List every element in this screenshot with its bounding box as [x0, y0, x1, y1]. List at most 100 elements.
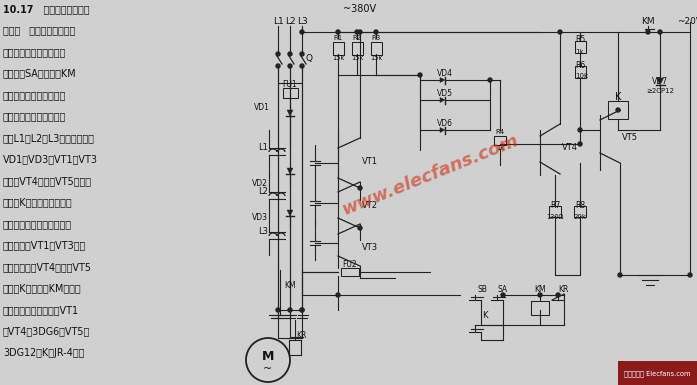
Text: 20k: 20k: [574, 214, 586, 220]
Text: 一只截止，使VT4饱合，VT5: 一只截止，使VT4饱合，VT5: [3, 262, 92, 272]
Polygon shape: [440, 77, 445, 82]
Bar: [282, 88, 298, 98]
Circle shape: [556, 293, 560, 297]
Circle shape: [288, 52, 292, 56]
Circle shape: [336, 293, 340, 297]
Polygon shape: [440, 127, 445, 132]
Text: 1k: 1k: [576, 49, 584, 55]
Circle shape: [300, 30, 304, 34]
Bar: [494, 136, 506, 144]
Circle shape: [358, 186, 362, 190]
Circle shape: [688, 273, 692, 277]
Circle shape: [558, 30, 562, 34]
Circle shape: [276, 52, 280, 56]
Text: L1: L1: [273, 17, 284, 27]
Text: VD6: VD6: [437, 119, 453, 129]
Text: VT1: VT1: [362, 157, 378, 166]
Text: 作。当电动机三相均有电: 作。当电动机三相均有电: [3, 112, 66, 122]
Text: 时，L1、L2、L3的感应电压经: 时，L1、L2、L3的感应电压经: [3, 133, 95, 143]
Text: 15k: 15k: [332, 55, 344, 61]
Text: K: K: [482, 310, 488, 320]
Text: 10.17   电动机断相自动保: 10.17 电动机断相自动保: [3, 4, 89, 14]
Text: 15k: 15k: [370, 55, 382, 61]
Circle shape: [358, 30, 362, 34]
Text: KM: KM: [284, 281, 296, 290]
Text: L2: L2: [284, 17, 296, 27]
Circle shape: [300, 308, 304, 312]
Text: VD4: VD4: [437, 70, 453, 79]
Text: M: M: [262, 350, 274, 363]
Text: 感器测量三相电流是否平: 感器测量三相电流是否平: [3, 47, 66, 57]
Circle shape: [300, 308, 304, 312]
Circle shape: [501, 293, 505, 297]
Text: SA: SA: [498, 286, 508, 295]
Text: ≥2CP12: ≥2CP12: [646, 88, 674, 94]
Bar: [351, 42, 362, 55]
Text: VD7: VD7: [652, 77, 668, 87]
Text: VT3: VT3: [362, 243, 378, 253]
Polygon shape: [287, 110, 293, 116]
Polygon shape: [287, 210, 293, 216]
Text: R7: R7: [550, 201, 560, 209]
Bar: [618, 361, 697, 385]
Text: www.elecfans.com: www.elecfans.com: [339, 131, 521, 219]
Text: VD5: VD5: [437, 89, 453, 99]
Text: 合，电动机正常运行。当断: 合，电动机正常运行。当断: [3, 219, 72, 229]
Text: VD1: VD1: [254, 102, 270, 112]
Circle shape: [618, 273, 622, 277]
Text: VT2: VT2: [362, 201, 378, 209]
Text: VT4: VT4: [562, 144, 578, 152]
Circle shape: [300, 64, 304, 68]
Text: ~: ~: [263, 364, 273, 374]
Text: 电子发烧友 Elecfans.com: 电子发烧友 Elecfans.com: [624, 371, 690, 377]
Circle shape: [658, 30, 662, 34]
Bar: [608, 101, 628, 119]
Bar: [574, 206, 586, 216]
Text: 截止，K失电，使KM断电，: 截止，K失电，使KM断电，: [3, 283, 82, 293]
Polygon shape: [287, 168, 293, 174]
Bar: [531, 301, 549, 315]
Text: ～VT4为3DG6，VT5为: ～VT4为3DG6，VT5为: [3, 326, 90, 336]
Text: 得电，保护器电源接通工: 得电，保护器电源接通工: [3, 90, 66, 100]
Text: 护电路   本电路采用三只互: 护电路 本电路采用三只互: [3, 25, 75, 35]
Text: KM: KM: [641, 17, 654, 27]
Polygon shape: [657, 78, 664, 85]
Text: FU1: FU1: [283, 80, 298, 89]
Bar: [371, 42, 381, 55]
Text: L3: L3: [297, 17, 307, 27]
Text: R8: R8: [575, 201, 585, 209]
Circle shape: [336, 30, 340, 34]
Text: R2: R2: [353, 35, 362, 41]
Text: 饱和，VT4截止，VT5饱和，: 饱和，VT4截止，VT5饱和，: [3, 176, 92, 186]
Text: R1: R1: [333, 35, 343, 41]
Text: 10k: 10k: [576, 73, 588, 79]
Text: VD1～VD3使VT1～VT3: VD1～VD3使VT1～VT3: [3, 154, 98, 164]
Text: Q: Q: [305, 54, 312, 62]
Text: L3: L3: [258, 228, 268, 236]
Text: VT5: VT5: [622, 134, 638, 142]
Text: KM: KM: [534, 285, 546, 293]
Bar: [332, 42, 344, 55]
Bar: [574, 41, 585, 53]
Text: ~380V: ~380V: [344, 4, 376, 14]
Circle shape: [488, 78, 492, 82]
Circle shape: [276, 308, 280, 312]
Circle shape: [616, 108, 620, 112]
Circle shape: [276, 64, 280, 68]
Circle shape: [300, 52, 304, 56]
Bar: [574, 66, 585, 78]
Text: 130Ω: 130Ω: [546, 214, 564, 220]
Text: L2: L2: [258, 187, 268, 196]
Circle shape: [538, 293, 542, 297]
Circle shape: [646, 30, 650, 34]
Circle shape: [418, 73, 422, 77]
Circle shape: [355, 30, 359, 34]
Text: 3DG12。K为JR-4型。: 3DG12。K为JR-4型。: [3, 348, 84, 358]
Circle shape: [358, 226, 362, 230]
Bar: [341, 268, 359, 276]
Text: K: K: [615, 92, 621, 102]
Circle shape: [578, 128, 582, 132]
Circle shape: [288, 308, 292, 312]
Text: R4: R4: [496, 129, 505, 135]
Text: KR: KR: [296, 330, 307, 340]
